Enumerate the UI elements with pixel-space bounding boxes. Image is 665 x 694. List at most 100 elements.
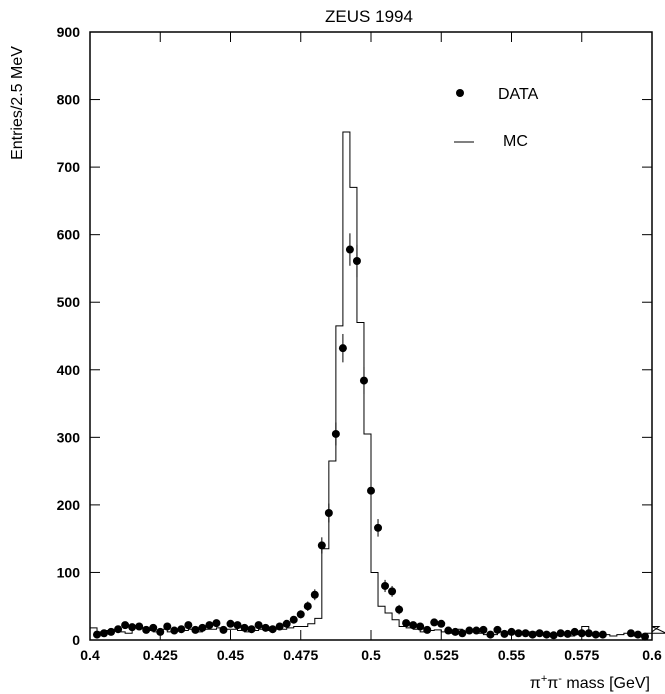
data-point	[331, 429, 340, 438]
x-tick-label: 0.4	[80, 647, 100, 663]
data-point	[191, 625, 200, 634]
x-tick-label: 0.475	[283, 647, 318, 663]
data-points	[93, 233, 649, 641]
data-point	[184, 621, 193, 630]
data-point	[170, 626, 179, 635]
data-point	[542, 630, 551, 639]
data-point	[556, 629, 565, 638]
data-point	[352, 257, 361, 266]
data-point	[240, 623, 249, 632]
data-point	[367, 486, 375, 495]
data-point	[584, 629, 593, 638]
data-point	[310, 590, 319, 599]
legend-data-label: DATA	[498, 86, 539, 103]
data-point	[149, 623, 158, 632]
data-point	[577, 629, 586, 638]
x-tick-label: 0.425	[143, 647, 178, 663]
data-point	[226, 619, 235, 628]
data-point	[437, 619, 446, 628]
data-point	[451, 627, 460, 636]
data-point	[486, 630, 495, 639]
data-point	[563, 629, 572, 638]
data-point	[640, 632, 649, 641]
data-point	[303, 602, 312, 611]
data-point	[500, 629, 509, 638]
mc-histogram	[89, 131, 665, 640]
x-tick-label: 0.55	[498, 647, 525, 663]
data-point	[345, 245, 354, 254]
data-point	[598, 630, 607, 639]
data-point	[374, 523, 383, 532]
x-axis-label: π+π- mass [GeV]	[530, 673, 650, 692]
x-tick-label: 0.5	[361, 647, 381, 663]
y-tick-label: 800	[57, 92, 81, 108]
data-point	[430, 618, 439, 627]
data-point	[107, 627, 116, 636]
mc-histogram-line	[89, 131, 665, 640]
x-tick-label: 0.6	[642, 647, 662, 663]
data-point	[570, 627, 579, 636]
x-tick-label: 0.575	[564, 647, 599, 663]
data-point	[212, 619, 221, 628]
data-point	[135, 622, 144, 631]
data-point	[296, 610, 305, 619]
y-tick-label: 300	[57, 429, 81, 445]
data-point	[100, 629, 109, 638]
data-point	[93, 630, 102, 639]
data-point	[395, 605, 404, 614]
data-point	[254, 621, 263, 630]
plot-frame	[89, 31, 653, 641]
legend: DATA MC	[454, 86, 539, 150]
data-point	[275, 622, 284, 631]
data-point	[114, 625, 123, 634]
data-point	[128, 623, 137, 632]
data-point	[493, 625, 502, 634]
y-tick-label: 600	[57, 227, 81, 243]
data-point	[535, 629, 544, 638]
y-tick-label: 400	[57, 362, 81, 378]
x-tick-label: 0.45	[217, 647, 244, 663]
data-point	[289, 615, 298, 624]
data-point	[521, 629, 530, 638]
data-point	[247, 625, 256, 634]
data-point	[423, 625, 432, 634]
chart-title: ZEUS 1994	[325, 7, 413, 26]
data-point	[633, 630, 642, 639]
data-point	[121, 621, 130, 630]
y-tick-label: 200	[57, 497, 81, 513]
data-point	[444, 626, 453, 635]
y-axis-label: Entries/2.5 MeV	[9, 46, 26, 160]
y-tick-label: 700	[57, 159, 81, 175]
data-point	[591, 630, 600, 639]
data-point	[268, 625, 277, 634]
y-tick-label: 500	[57, 294, 81, 310]
data-point	[359, 376, 368, 385]
y-tick-label: 900	[57, 24, 81, 40]
y-tick-label: 0	[72, 632, 80, 648]
data-point	[479, 625, 488, 634]
data-point	[381, 581, 390, 590]
axes-ticks: 0.4 0.425 0.45 0.475 0.5 0.525 0.55 0.575 0.6 0 10…	[57, 24, 662, 663]
data-point	[142, 625, 151, 634]
x-tick-label: 0.525	[424, 647, 459, 663]
data-point	[409, 621, 418, 630]
data-point	[458, 629, 467, 638]
data-point	[177, 625, 186, 634]
data-point	[219, 625, 228, 634]
data-point	[472, 626, 481, 635]
data-point	[507, 627, 516, 636]
legend-mc-label: MC	[503, 133, 528, 150]
data-point	[626, 629, 635, 638]
data-point	[198, 623, 207, 632]
data-point	[317, 541, 326, 550]
data-point	[233, 621, 242, 630]
data-point	[549, 631, 558, 640]
data-point	[402, 619, 411, 628]
data-point	[282, 619, 291, 628]
data-point	[388, 587, 397, 596]
data-point	[261, 623, 270, 632]
data-point	[205, 621, 214, 630]
y-tick-label: 100	[57, 564, 81, 580]
data-point	[324, 508, 333, 517]
